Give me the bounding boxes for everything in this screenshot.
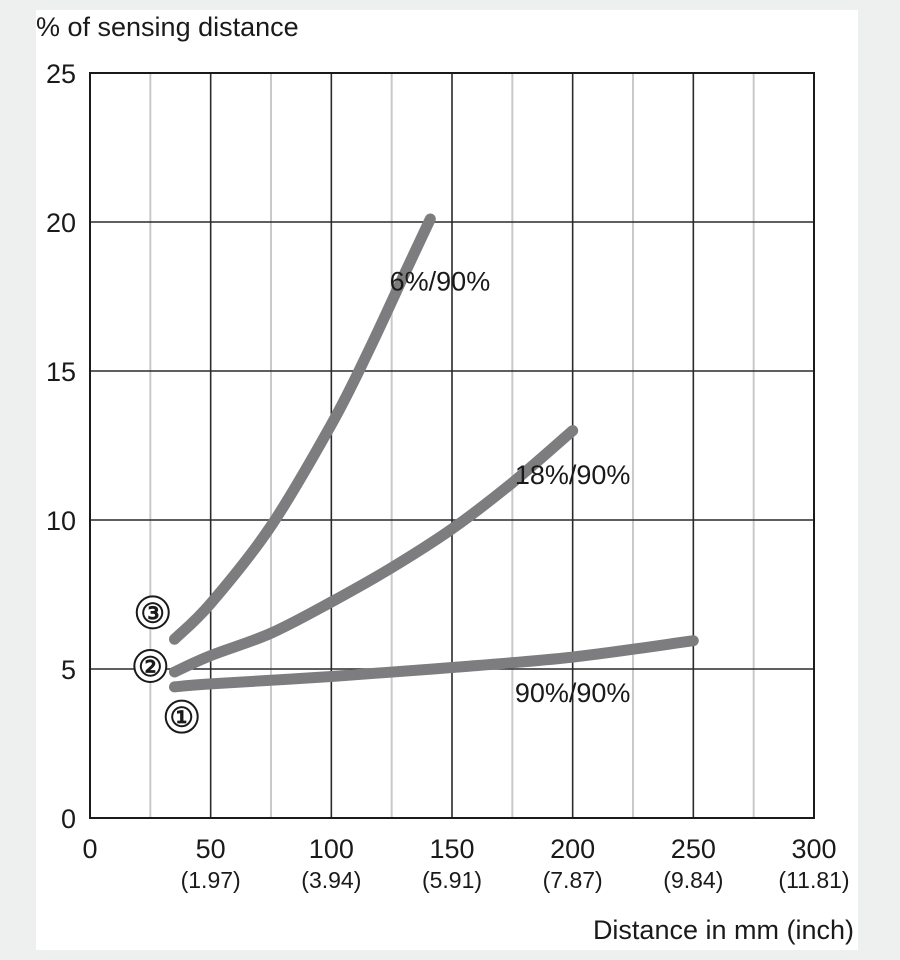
x-tick-sublabel: (11.81) [778,867,849,893]
x-tick-sublabel: (1.97) [181,867,241,893]
y-tick-label: 0 [61,804,76,834]
series-label-1: 90%/90% [515,678,631,708]
series-badge-circle-2 [133,649,168,684]
labels: % of sensing distance Distance in mm (inc… [36,12,854,945]
series-label-3: 6%/90% [390,267,491,297]
x-tick-sublabel: (5.91) [422,867,482,893]
x-tick-label: 300 [791,834,836,864]
series-line-1 [169,635,699,693]
x-tick-label: 150 [429,834,474,864]
series-badge-circle-3 [135,595,170,630]
x-tick-sublabel: (7.87) [543,867,603,893]
series [169,213,699,693]
y-tick-label: 10 [46,506,76,536]
series-line-3 [169,213,436,645]
series-badge-2: ② [138,652,162,682]
series-badge-1: ① [170,703,194,733]
y-tick-label: 25 [46,59,76,89]
series-label-2: 18%/90% [515,460,631,490]
chart-card: 0 5 10 15 20 25 0 50 (1.97) 100 (3.94) 150 (5.91) 200… [36,10,858,950]
x-axis-title: Distance in mm (inch) [593,915,854,945]
x-tick-label: 200 [550,834,595,864]
x-tick-label: 50 [196,834,226,864]
grid [90,73,814,818]
x-tick-label: 100 [309,834,354,864]
series-badge-3: ③ [141,598,165,628]
plot-frame [89,72,815,819]
y-tick-label: 5 [61,655,76,685]
x-tick-label: 0 [82,834,97,864]
x-tick-sublabel: (3.94) [301,867,361,893]
y-tick-label: 20 [46,208,76,238]
y-axis-title: % of sensing distance [36,12,299,42]
y-tick-label: 15 [46,357,76,387]
series-line-2 [169,425,579,678]
x-tick-sublabel: (9.84) [663,867,723,893]
series-badge-circle-1 [164,699,199,734]
x-tick-label: 250 [671,834,716,864]
